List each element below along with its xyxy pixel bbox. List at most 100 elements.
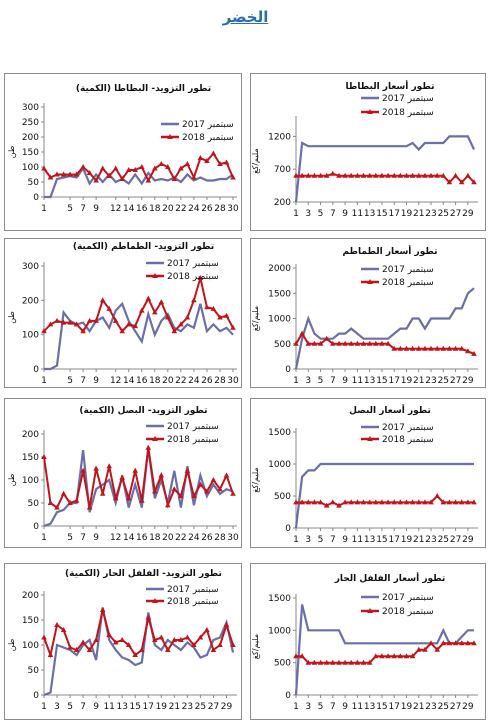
data-point-2018 [165, 314, 171, 320]
data-point-2018 [230, 642, 236, 647]
data-point-2018 [191, 493, 197, 499]
x-tick-label: 28 [214, 533, 226, 543]
data-point-2018 [354, 172, 361, 178]
x-tick-label: 5 [67, 702, 73, 712]
x-tick-label: 9 [93, 376, 99, 386]
x-tick-label: 25 [438, 702, 449, 712]
data-point-2018 [80, 467, 86, 473]
y-tick-label: 100 [22, 476, 39, 486]
data-point-2018 [197, 481, 204, 487]
data-point-2018 [330, 170, 336, 176]
legend-marker-2018 [367, 109, 373, 114]
data-point-2018 [458, 499, 465, 505]
y-axis-label: طن [7, 474, 16, 486]
data-point-2018 [191, 642, 197, 647]
x-tick-label: 9 [342, 535, 348, 545]
data-point-2018 [354, 659, 361, 665]
data-point-2018 [86, 504, 93, 510]
series-line-2017 [43, 607, 235, 697]
data-point-2018 [93, 637, 99, 642]
data-point-2018 [299, 172, 305, 178]
x-tick-label: 20 [162, 533, 174, 543]
y-tick-label: 200 [22, 591, 39, 601]
data-point-2018 [99, 607, 106, 612]
data-point-2018 [171, 486, 178, 492]
data-point-2018 [54, 317, 60, 323]
data-point-2018 [204, 158, 210, 163]
data-point-2018 [348, 499, 354, 505]
y-tick-label: 1500 [268, 289, 291, 299]
data-point-2018 [458, 640, 465, 646]
data-point-2018 [80, 164, 86, 169]
x-tick-label: 9 [342, 702, 348, 712]
x-tick-label: 5 [318, 376, 324, 386]
data-point-2018 [145, 177, 152, 183]
data-point-2018 [132, 467, 138, 473]
data-point-2018 [305, 499, 312, 505]
legend-label-2018: سبتمبر 2018 [382, 278, 434, 288]
chart-panel-potato-price [250, 73, 486, 231]
data-point-2018 [293, 653, 299, 659]
data-point-2018 [397, 653, 404, 659]
data-point-2018 [373, 653, 379, 659]
data-point-2018 [184, 634, 191, 640]
data-point-2018 [139, 497, 145, 503]
x-tick-label: 24 [188, 533, 200, 543]
data-point-2018 [223, 159, 230, 165]
data-point-2018 [379, 340, 385, 346]
data-point-2018 [446, 640, 453, 646]
data-point-2018 [311, 499, 318, 505]
x-tick-label: 29 [221, 702, 233, 712]
chart-title: تطور أسعار البطاطا [346, 80, 435, 92]
x-tick-label: 13 [364, 535, 375, 545]
y-tick-label: 100 [22, 641, 39, 651]
y-tick-label: 0 [285, 365, 291, 375]
data-point-2018 [191, 174, 197, 180]
series-line-2017 [43, 447, 234, 528]
x-tick-label: 3 [54, 702, 60, 712]
y-tick-label: 200 [22, 133, 39, 143]
data-point-2018 [299, 499, 305, 505]
x-tick-label: 26 [201, 204, 213, 214]
y-tick-label: 1000 [268, 626, 291, 636]
data-point-2018 [397, 172, 404, 178]
data-point-2018 [471, 499, 477, 505]
data-point-2018 [366, 499, 373, 505]
legend-label-2018: سبتمبر 2018 [382, 108, 434, 118]
y-tick-label: 0 [285, 524, 291, 534]
legend-label-2017: سبتمبر 2017 [167, 259, 219, 269]
x-tick-label: 17 [388, 535, 399, 545]
x-tick-label: 29 [462, 376, 474, 386]
chart-title: تطور أسعار الطماطم [343, 245, 438, 257]
data-point-2018 [139, 307, 145, 313]
data-point-2018 [342, 499, 348, 505]
data-point-2018 [317, 659, 324, 665]
y-tick-label: 150 [22, 148, 39, 158]
y-tick-label: 300 [22, 262, 39, 272]
data-point-2018 [152, 165, 158, 171]
y-tick-label: 50 [28, 666, 40, 676]
data-point-2018 [152, 637, 158, 642]
data-point-2018 [152, 488, 158, 494]
data-point-2018 [145, 614, 152, 620]
data-point-2018 [132, 323, 138, 329]
data-point-2018 [178, 321, 184, 327]
data-point-2018 [67, 500, 73, 505]
legend-label-2018: سبتمبر 2018 [167, 435, 219, 445]
x-tick-label: 19 [401, 535, 413, 545]
y-axis-label: طن [7, 639, 16, 651]
data-point-2018 [293, 499, 299, 505]
x-tick-label: 28 [214, 376, 226, 386]
data-point-2018 [230, 174, 236, 180]
data-point-2018 [336, 502, 342, 508]
data-point-2018 [465, 172, 471, 178]
data-point-2018 [348, 659, 354, 665]
y-tick-label: 300 [22, 103, 39, 113]
y-tick-label: 2000 [268, 264, 291, 274]
data-point-2018 [397, 499, 404, 505]
x-tick-label: 21 [169, 702, 180, 712]
x-tick-label: 3 [305, 535, 311, 545]
x-tick-label: 7 [330, 702, 336, 712]
x-tick-label: 5 [67, 204, 73, 214]
x-tick-label: 12 [110, 204, 121, 214]
